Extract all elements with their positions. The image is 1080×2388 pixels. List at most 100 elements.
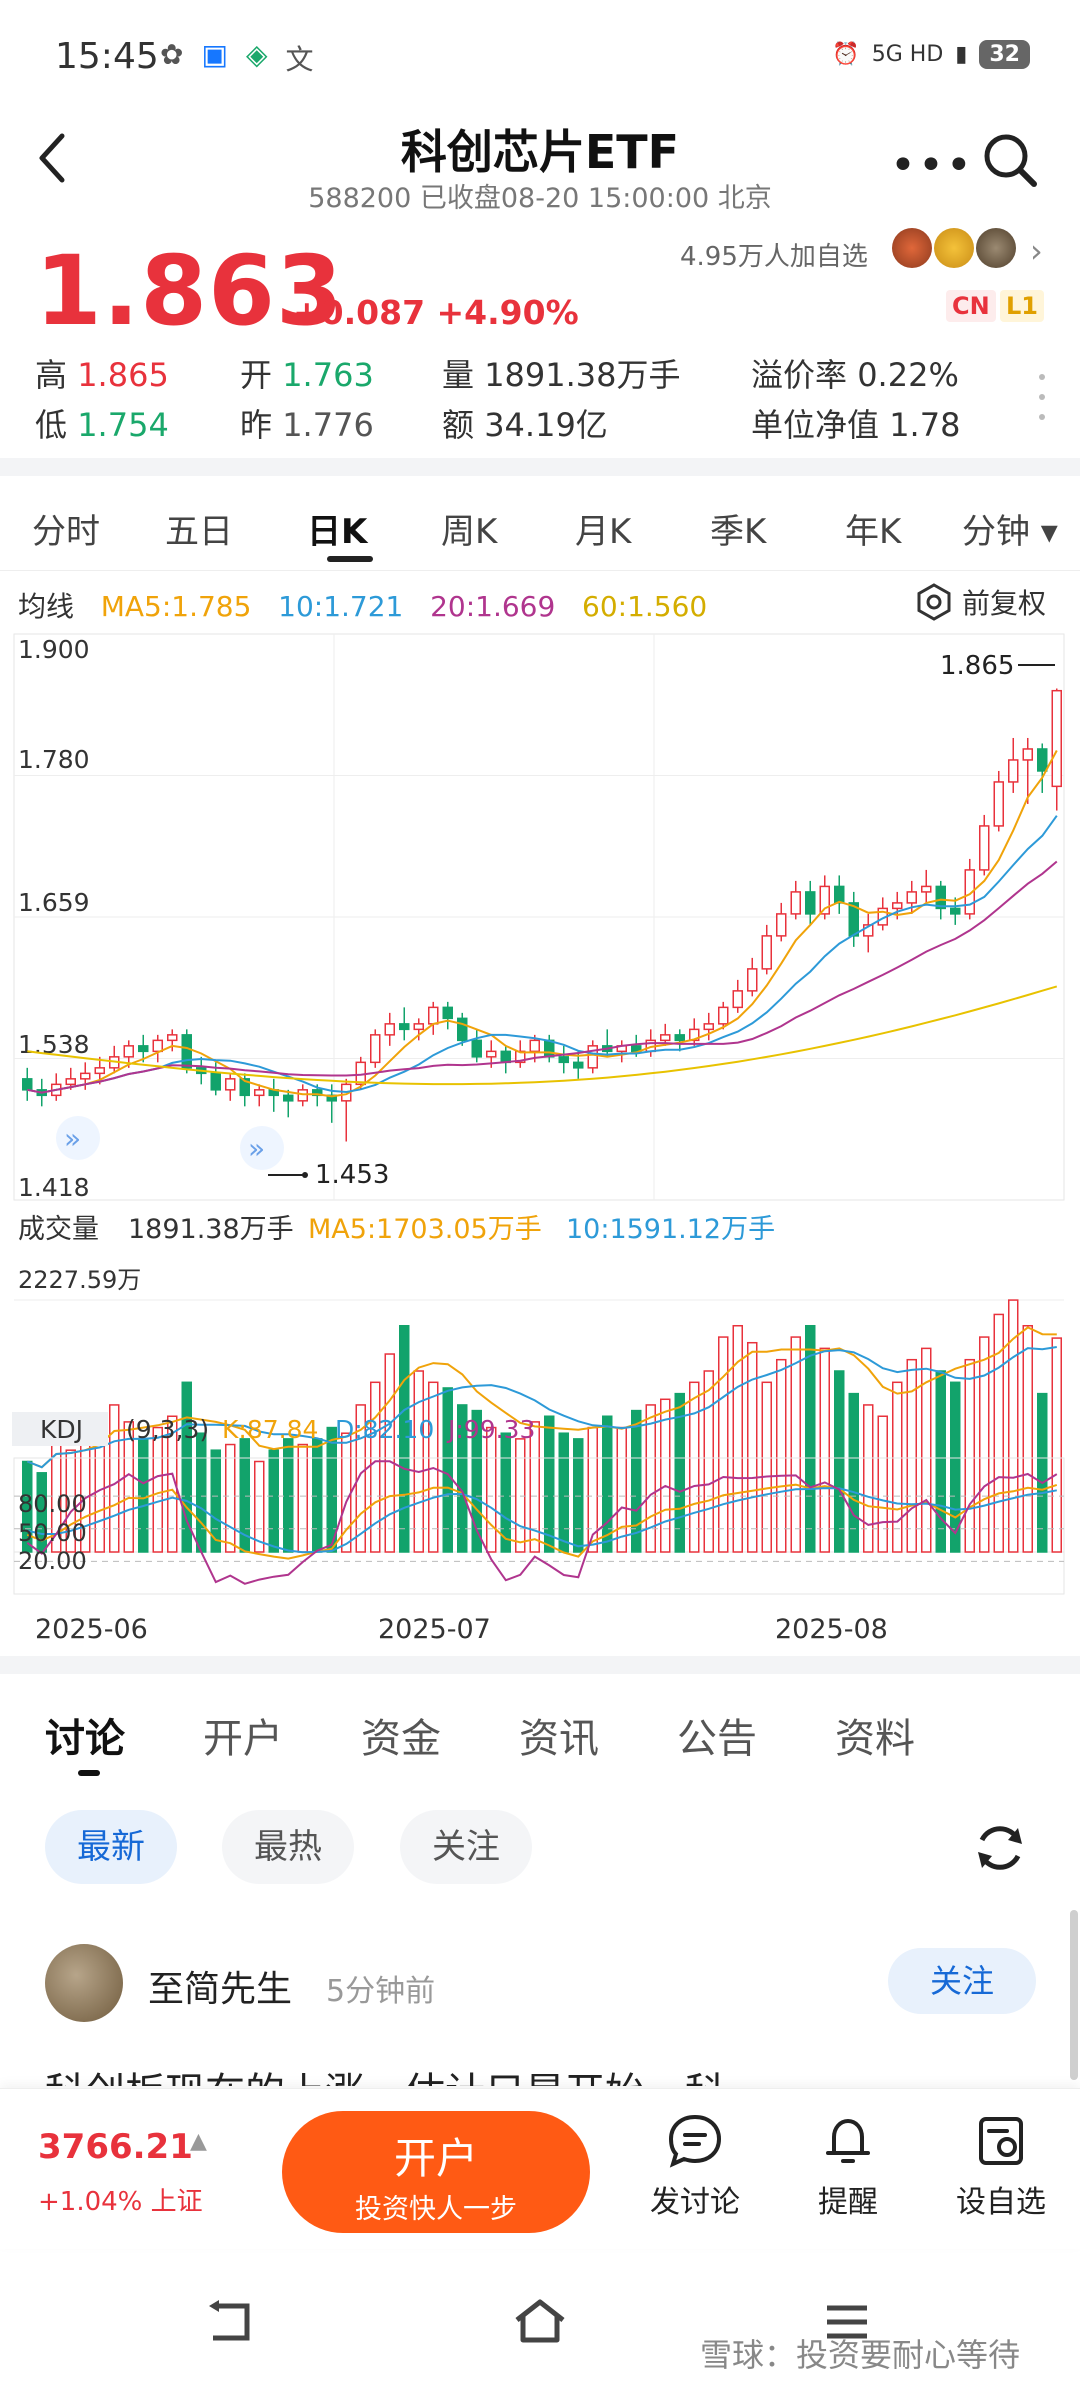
candle-body [935, 885, 946, 910]
chevron-right-icon[interactable]: › [1030, 232, 1043, 270]
expand-left-icon[interactable]: » [56, 1116, 100, 1160]
post-content[interactable]: 科创板现在的上涨，估计只是开始，科 [45, 2060, 725, 2086]
tab-five-day[interactable]: 五日 [165, 512, 233, 552]
filter-following[interactable]: 关注 [400, 1810, 532, 1884]
kdj-tick: 20.00 [18, 1547, 87, 1575]
discuss-button[interactable]: 发讨论 [630, 2111, 760, 2221]
adjust-toggle[interactable]: 前复权 [914, 582, 1046, 622]
low-marker-label: 1.453 [315, 1160, 389, 1190]
alipay-icon: ▣ [201, 38, 228, 71]
index-value[interactable]: 3766.21 [38, 2127, 193, 2167]
candle-body [486, 1050, 497, 1058]
volume-bar [167, 1415, 178, 1553]
volume-bar [515, 1438, 526, 1553]
follower-avatars[interactable] [892, 228, 1016, 268]
stat-amount: 额 34.19亿 [442, 406, 608, 444]
kline-chart[interactable]: 1.900 1.780 1.659 1.538 1.418 1.865 1.45… [0, 628, 1080, 1648]
status-left-icons: ✿ ▣ ◈ 文 [160, 38, 314, 78]
y-tick: 1.900 [18, 635, 90, 664]
post-username[interactable]: 至简先生 [148, 1969, 293, 2010]
candle-body [442, 1006, 453, 1020]
volume-bar [921, 1347, 932, 1553]
candle-body [805, 891, 816, 915]
scrollbar[interactable] [1070, 1910, 1078, 2080]
filter-hot[interactable]: 最热 [222, 1810, 354, 1884]
stat-nav: 单位净值 1.78 [751, 406, 961, 444]
volume-bar [689, 1381, 700, 1553]
tab-profile[interactable]: 资料 [835, 1716, 915, 1762]
expand-stats-icon[interactable] [1038, 372, 1046, 422]
kdj-grid [13, 1457, 1065, 1595]
ma10-line [27, 815, 1058, 1094]
home-nav-icon[interactable] [513, 2298, 567, 2344]
kdj-tick: 80.00 [18, 1490, 87, 1518]
candle-body [660, 1034, 671, 1042]
tab-quarterly-k[interactable]: 季K [710, 512, 767, 552]
volume-bar [776, 1358, 787, 1553]
tab-daily-k[interactable]: 日K [307, 512, 368, 552]
kdj-label[interactable]: KDJ [40, 1415, 83, 1444]
volume-bar [457, 1404, 468, 1553]
avatar[interactable] [45, 1944, 123, 2022]
volume-bar [109, 1404, 120, 1553]
volume-bar [1037, 1392, 1048, 1553]
period-tabs: 分时 五日 日K 周K 月K 季K 年K 分钟 ▾ [0, 478, 1080, 570]
tab-discussion[interactable]: 讨论 [45, 1716, 125, 1762]
volume-bar [1051, 1337, 1062, 1553]
candle-body [471, 1039, 482, 1058]
volume-bar [906, 1358, 917, 1553]
volume-bar [22, 1460, 33, 1553]
volume-bar [413, 1370, 424, 1553]
follow-button[interactable]: 关注 [888, 1948, 1036, 2014]
volume-bar [558, 1432, 569, 1553]
stat-high: 高 1.865 [35, 356, 169, 394]
tab-announcements[interactable]: 公告 [677, 1716, 757, 1762]
tab-intraday[interactable]: 分时 [32, 512, 100, 552]
tab-open-account[interactable]: 开户 [203, 1716, 283, 1762]
candle-body [834, 885, 845, 904]
volume-bar [979, 1336, 990, 1553]
index-change[interactable]: +1.04% 上证 [38, 2187, 203, 2217]
volume-bar [138, 1438, 149, 1553]
tab-yearly-k[interactable]: 年K [845, 512, 902, 552]
avatar [892, 228, 932, 268]
tab-monthly-k[interactable]: 月K [575, 512, 632, 552]
ma-legend: 均线 MA5:1.785 10:1.721 20:1.669 60:1.560 [18, 590, 708, 623]
candle-body [906, 891, 917, 904]
remind-button[interactable]: 提醒 [783, 2111, 913, 2221]
filter-latest[interactable]: 最新 [45, 1810, 177, 1884]
volume-bar [326, 1426, 337, 1553]
volume-bar [761, 1381, 772, 1553]
stat-volume: 量 1891.38万手 [442, 356, 681, 394]
candle-body [457, 1017, 468, 1042]
watchlist-icon [979, 2117, 1023, 2165]
volume-bar [65, 1449, 76, 1553]
more-icon[interactable]: ••• [890, 140, 974, 191]
kdj-params: (9,3,3) [126, 1415, 209, 1444]
back-nav-icon[interactable] [205, 2300, 255, 2344]
tab-news[interactable]: 资讯 [519, 1716, 599, 1762]
volume-bar [442, 1387, 453, 1553]
search-icon[interactable] [980, 130, 1040, 190]
volume-bar [819, 1347, 830, 1553]
refresh-icon[interactable] [970, 1818, 1030, 1878]
badge-l1: L1 [1000, 290, 1044, 322]
candle-body [1022, 748, 1033, 761]
back-icon[interactable] [28, 128, 78, 188]
x-tick: 2025-07 [378, 1614, 491, 1645]
tab-weekly-k[interactable]: 周K [441, 512, 498, 552]
candle-body [892, 902, 903, 910]
volume-bar [196, 1432, 207, 1553]
open-account-button[interactable]: 开户 投资快人一步 [282, 2111, 590, 2233]
expand-right-icon[interactable]: » [240, 1126, 284, 1170]
tab-minute[interactable]: 分钟 ▾ [962, 512, 1058, 552]
tab-capital[interactable]: 资金 [361, 1716, 441, 1762]
volume-bar [254, 1460, 265, 1553]
candle-body [776, 913, 787, 937]
volume-bar [790, 1336, 801, 1553]
followers-count[interactable]: 4.95万人加自选 [680, 242, 868, 272]
add-watchlist-button[interactable]: 设自选 [936, 2111, 1066, 2221]
candle-body [370, 1034, 381, 1064]
stat-low: 低 1.754 [35, 406, 169, 444]
menu-nav-icon[interactable] [825, 2302, 869, 2342]
